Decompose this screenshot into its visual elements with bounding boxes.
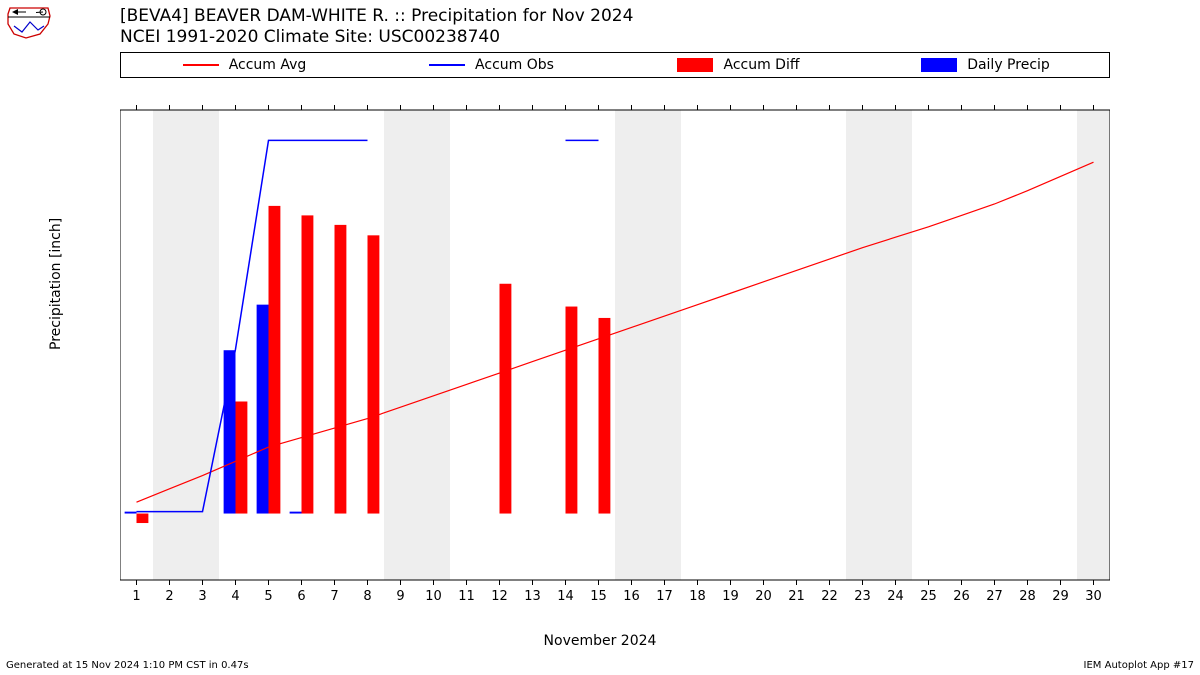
legend-line-icon (183, 64, 219, 66)
legend-label: Accum Avg (229, 57, 307, 73)
legend-patch-icon (677, 58, 713, 72)
svg-text:26: 26 (953, 589, 970, 604)
x-axis-label: November 2024 (0, 633, 1200, 649)
legend-line-icon (429, 64, 465, 66)
svg-text:17: 17 (656, 589, 673, 604)
svg-text:12: 12 (491, 589, 508, 604)
legend-item: Daily Precip (862, 57, 1109, 73)
svg-text:5: 5 (264, 589, 272, 604)
chart-title: [BEVA4] BEAVER DAM-WHITE R. :: Precipita… (120, 6, 633, 49)
svg-text:24: 24 (887, 589, 904, 604)
legend-patch-icon (921, 58, 957, 72)
svg-text:8: 8 (363, 589, 371, 604)
svg-text:25: 25 (920, 589, 937, 604)
svg-text:21: 21 (788, 589, 805, 604)
svg-text:19: 19 (722, 589, 739, 604)
legend-item: Accum Avg (121, 57, 368, 73)
svg-text:7: 7 (330, 589, 338, 604)
svg-text:10: 10 (425, 589, 442, 604)
svg-text:28: 28 (1019, 589, 1036, 604)
svg-text:14: 14 (557, 589, 574, 604)
legend-label: Accum Diff (723, 57, 799, 73)
iem-logo (4, 4, 54, 42)
svg-text:4: 4 (231, 589, 239, 604)
precip-chart: 0123412345678910111213141516171819202122… (120, 80, 1110, 620)
legend-item: Accum Obs (368, 57, 615, 73)
title-line2: NCEI 1991-2020 Climate Site: USC00238740 (120, 27, 633, 48)
legend: Accum Avg Accum Obs Accum Diff Daily Precip (120, 52, 1110, 78)
svg-text:30: 30 (1085, 589, 1102, 604)
svg-text:15: 15 (590, 589, 607, 604)
svg-text:22: 22 (821, 589, 838, 604)
svg-text:18: 18 (689, 589, 706, 604)
title-line1: [BEVA4] BEAVER DAM-WHITE R. :: Precipita… (120, 6, 633, 27)
footer-generated: Generated at 15 Nov 2024 1:10 PM CST in … (6, 660, 249, 671)
svg-text:11: 11 (458, 589, 475, 604)
y-axis-label: Precipitation [inch] (48, 218, 64, 350)
legend-label: Daily Precip (967, 57, 1050, 73)
svg-text:9: 9 (396, 589, 404, 604)
legend-label: Accum Obs (475, 57, 554, 73)
footer-app: IEM Autoplot App #17 (1084, 660, 1194, 671)
svg-text:1: 1 (132, 589, 140, 604)
svg-text:3: 3 (198, 589, 206, 604)
svg-text:20: 20 (755, 589, 772, 604)
svg-text:27: 27 (986, 589, 1003, 604)
svg-text:29: 29 (1052, 589, 1069, 604)
svg-text:6: 6 (297, 589, 305, 604)
svg-text:13: 13 (524, 589, 541, 604)
svg-text:23: 23 (854, 589, 871, 604)
svg-text:16: 16 (623, 589, 640, 604)
legend-item: Accum Diff (615, 57, 862, 73)
svg-text:2: 2 (165, 589, 173, 604)
